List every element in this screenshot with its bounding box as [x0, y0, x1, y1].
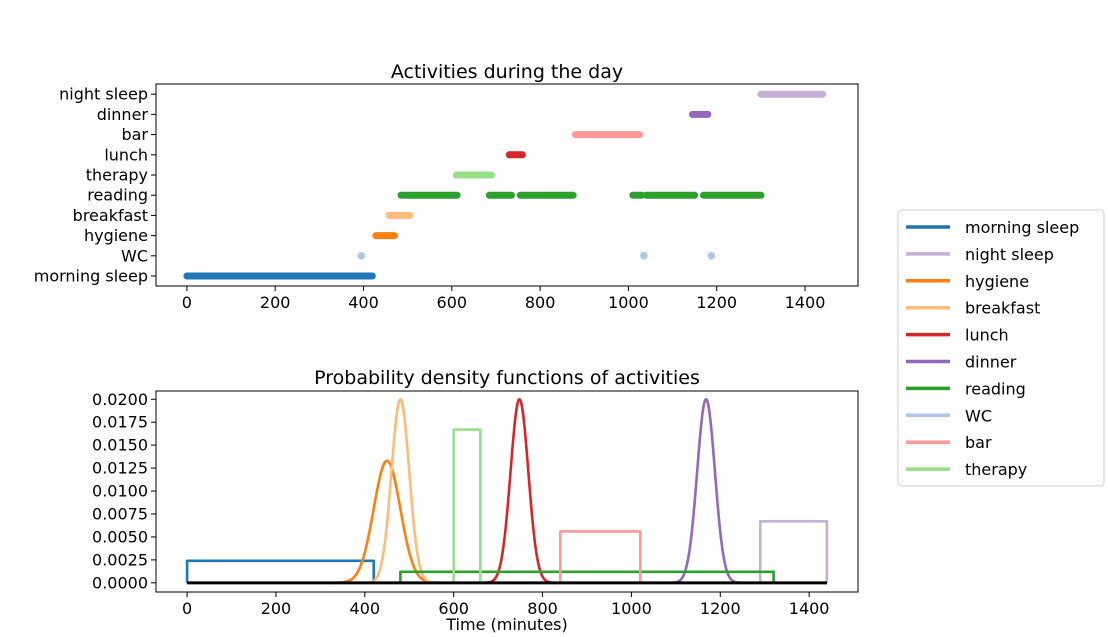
activities-x-tick-800: 800 [525, 293, 556, 312]
pdf-y-tick-label: 0.0125 [92, 459, 148, 478]
activities-y-ticks: morning sleep WChygienebreakfastreadingth… [34, 85, 156, 286]
pdf-title: Probability density functions of activit… [314, 367, 700, 389]
activities-y-tick-hygiene: hygiene [84, 226, 148, 245]
legend-label-night-sleep: night sleep [965, 245, 1054, 264]
pdf-y-ticks: 0.0000 0.0025 0.0050 0.0075 0.0100 0.0125 0.01… [92, 390, 156, 592]
legend-label-breakfast: breakfast [965, 299, 1040, 318]
activities-x-tick-400: 400 [348, 293, 379, 312]
legend-label-bar: bar [965, 433, 992, 452]
activities-y-tick-reading: reading [87, 186, 148, 205]
pdf-x-tick-1400: 1400 [789, 599, 830, 618]
activities-y-tick-bar: bar [121, 125, 148, 144]
pdf-x-tick-400: 400 [350, 599, 381, 618]
pdf-line-dinner [667, 397, 745, 585]
activities-y-tick-night-sleep: night sleep [59, 85, 148, 104]
pdf-line-bar [559, 530, 642, 583]
pdf-line-lunch [481, 397, 558, 585]
pdf-y-tick-label: 0.0025 [92, 550, 148, 569]
activities-y-tick-therapy: therapy [86, 166, 148, 185]
activities-x-tick-1000: 1000 [608, 293, 649, 312]
legend-label-lunch: lunch [965, 326, 1009, 345]
pdf-line-morning-sleep [185, 559, 376, 583]
pdf-x-ticks: 0 200 400 600 800 1000 1200 1400 [182, 592, 829, 618]
activities-y-tick-lunch: lunch [104, 145, 148, 164]
pdf-line-night-sleep [758, 520, 829, 583]
legend-label-therapy: therapy [965, 460, 1027, 479]
activities-y-tick-breakfast: breakfast [73, 206, 148, 225]
legend-label-reading: reading [965, 379, 1026, 398]
pdf-lines [185, 397, 829, 585]
legend: morning sleep night sleep hygiene breakfast… [897, 209, 1105, 487]
legend-label-wc: WC [965, 406, 992, 425]
pdf-y-tick-label: 0.0050 [92, 527, 148, 546]
pdf-line-therapy [452, 428, 482, 583]
pdf-line-hygiene [330, 459, 444, 585]
pdf-y-tick-label: 0.0175 [92, 413, 148, 432]
pdf-y-tick-label: 0.0075 [92, 504, 148, 523]
activity-point-wc [640, 252, 648, 260]
activities-x-tick-1200: 1200 [696, 293, 737, 312]
activities-x-tick-1400: 1400 [785, 293, 826, 312]
activities-y-tick-wc: WC [121, 246, 148, 265]
pdf-x-tick-600: 600 [438, 599, 469, 618]
pdf-y-tick-label: 0.0100 [92, 482, 148, 501]
activities-x-ticks: 0 200 400 600 800 1000 1200 1400 [182, 286, 826, 312]
pdf-x-tick-800: 800 [527, 599, 558, 618]
pdf-x-tick-1000: 1000 [611, 599, 652, 618]
activities-chart: Activities during the day morning sleep W… [34, 61, 859, 312]
activities-y-tick-morning-sleep: morning sleep [34, 267, 148, 286]
activities-x-tick-600: 600 [437, 293, 468, 312]
pdf-y-tick-label: 0.0200 [92, 390, 148, 409]
activities-title: Activities during the day [391, 61, 623, 83]
pdf-chart: Probability density functions of activit… [92, 367, 859, 634]
legend-label-dinner: dinner [965, 353, 1017, 372]
activities-x-tick-200: 200 [260, 293, 291, 312]
activities-x-tick-0: 0 [182, 293, 192, 312]
activity-point-wc [357, 252, 366, 260]
activities-y-tick-dinner: dinner [97, 105, 149, 124]
activities-marks [183, 90, 827, 280]
pdf-line-reading [399, 570, 775, 583]
pdf-x-axis-label: Time (minutes) [445, 615, 568, 634]
legend-label-morning-sleep: morning sleep [965, 218, 1079, 237]
pdf-x-tick-1200: 1200 [700, 599, 741, 618]
pdf-y-tick-label: 0.0150 [92, 436, 148, 455]
pdf-y-tick-label: 0.0000 [92, 573, 148, 592]
pdf-x-tick-200: 200 [261, 599, 292, 618]
pdf-x-tick-0: 0 [182, 599, 192, 618]
legend-label-hygiene: hygiene [965, 272, 1029, 291]
pdf-line-breakfast [362, 397, 439, 585]
activity-point-wc [707, 252, 716, 260]
activities-plot-frame [155, 83, 859, 287]
